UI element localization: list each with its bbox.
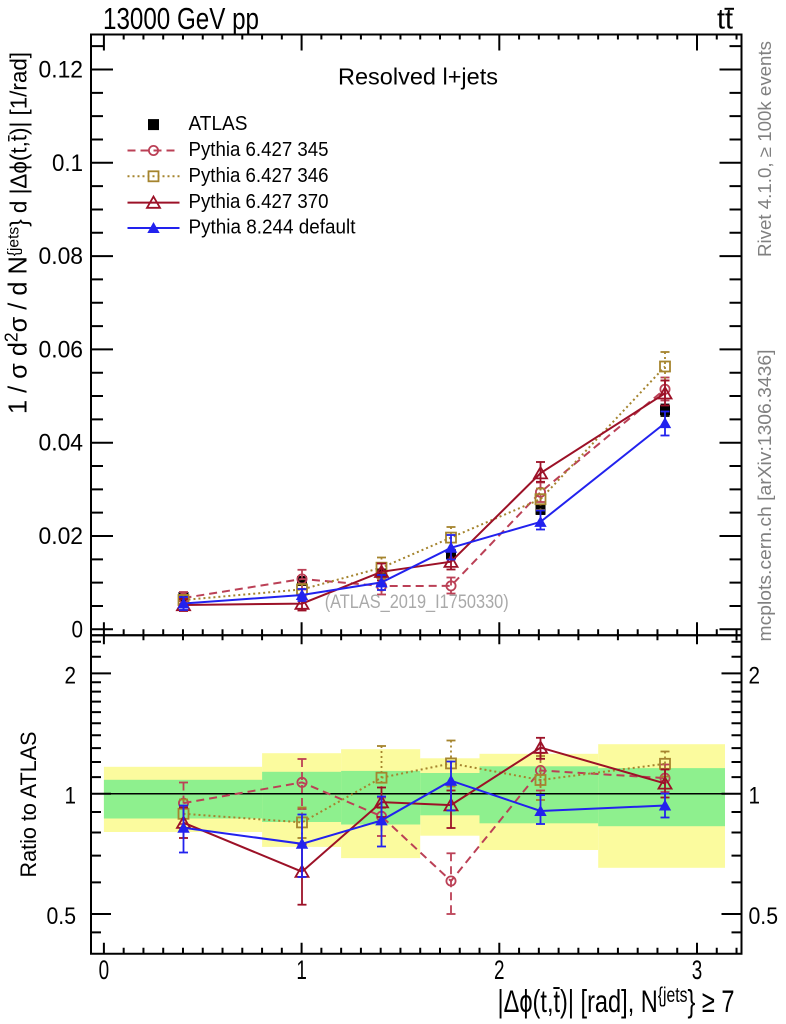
svg-text:tt: tt [717, 4, 733, 36]
svg-text:mcplots.cern.ch [arXiv:1306.34: mcplots.cern.ch [arXiv:1306.3436] [755, 350, 775, 642]
svg-text:0.12: 0.12 [39, 56, 84, 83]
svg-text:2: 2 [494, 955, 505, 985]
svg-text:2: 2 [749, 662, 761, 689]
svg-text:0: 0 [72, 616, 84, 643]
svg-text:0.02: 0.02 [39, 523, 84, 550]
svg-text:2: 2 [65, 662, 77, 689]
svg-text:Pythia 6.427 346: Pythia 6.427 346 [189, 165, 329, 187]
svg-text:0.08: 0.08 [39, 243, 84, 270]
svg-text:ATLAS: ATLAS [189, 113, 248, 135]
svg-text:0.06: 0.06 [39, 336, 84, 363]
svg-text:Rivet 4.1.0, ≥ 100k events: Rivet 4.1.0, ≥ 100k events [755, 41, 775, 257]
svg-text:Pythia 8.244 default: Pythia 8.244 default [189, 217, 356, 239]
svg-text:0.1: 0.1 [52, 150, 83, 177]
svg-text:1: 1 [296, 955, 307, 985]
svg-text:1: 1 [65, 783, 77, 810]
svg-text:(ATLAS_2019_I1750330): (ATLAS_2019_I1750330) [325, 591, 509, 613]
svg-text:0.5: 0.5 [749, 903, 779, 930]
svg-text:Resolved l+jets: Resolved l+jets [338, 64, 498, 90]
svg-text:Pythia 6.427 345: Pythia 6.427 345 [189, 139, 329, 161]
svg-text:Ratio to ATLAS: Ratio to ATLAS [16, 732, 41, 878]
svg-text:Pythia 6.427 370: Pythia 6.427 370 [189, 191, 329, 213]
svg-text:0.5: 0.5 [47, 903, 77, 930]
svg-text:13000 GeV pp: 13000 GeV pp [103, 1, 259, 36]
svg-text:|Δϕ(t,t̄)| [rad], N{jets} ≥ 7: |Δϕ(t,t̄)| [rad], N{jets} ≥ 7 [498, 983, 735, 1019]
svg-text:0.04: 0.04 [39, 430, 84, 457]
svg-text:1: 1 [749, 783, 761, 810]
svg-text:1 / σ d2σ / d N{jets} d |Δϕ(t,: 1 / σ d2σ / d N{jets} d |Δϕ(t,t̄)| [1/ra… [2, 52, 33, 414]
svg-text:3: 3 [692, 955, 703, 985]
svg-text:0: 0 [99, 955, 110, 985]
